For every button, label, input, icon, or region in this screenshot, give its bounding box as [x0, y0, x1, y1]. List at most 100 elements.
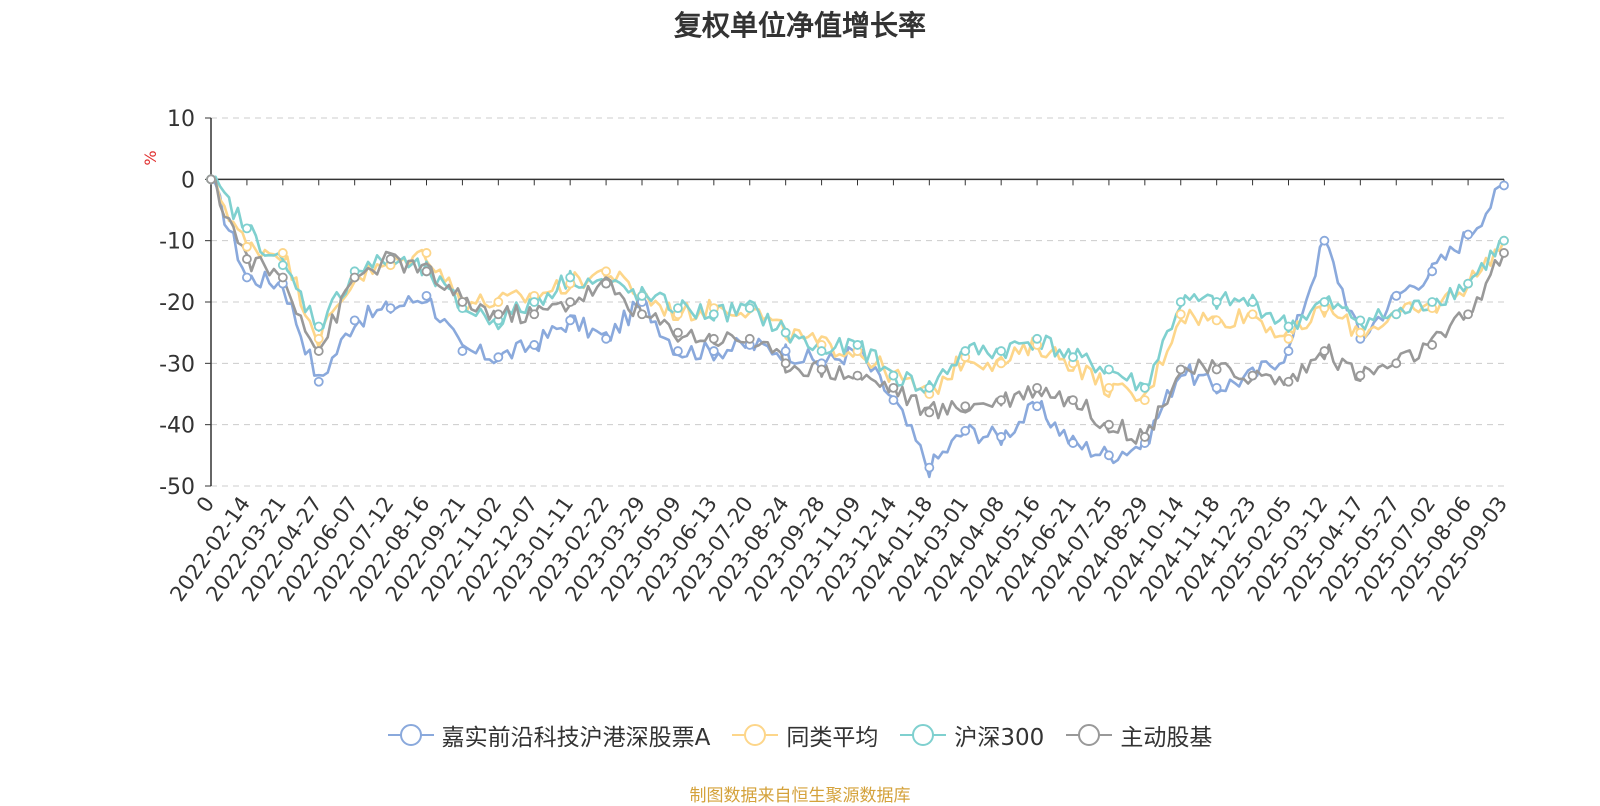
data-point	[1032, 401, 1042, 412]
data-point	[1463, 278, 1473, 289]
data-point	[457, 297, 468, 307]
legend-item-csi300[interactable]: 沪深300	[900, 718, 1044, 752]
data-point	[888, 395, 899, 406]
data-point	[1104, 450, 1114, 461]
data-point	[1068, 395, 1078, 406]
data-point	[852, 370, 863, 381]
data-point	[1427, 297, 1438, 307]
legend-marker-icon	[1066, 724, 1113, 746]
legend-marker-icon	[387, 724, 434, 746]
x-tick-label: 0	[192, 492, 219, 517]
series-lines	[206, 174, 1509, 479]
data-point	[1175, 297, 1186, 307]
data-point	[493, 297, 504, 307]
data-point	[313, 346, 324, 356]
data-point	[1319, 297, 1330, 307]
tick-labels: 100-10-20-30-40-50%02022-02-142022-03-21…	[141, 107, 1512, 606]
data-point	[242, 241, 252, 252]
data-point	[996, 358, 1007, 369]
data-point	[421, 266, 432, 277]
data-point	[385, 303, 396, 314]
data-point	[313, 321, 324, 332]
legend-label: 嘉实前沿科技沪港深股票A	[441, 725, 711, 751]
legend-item-active-equity[interactable]: 主动股基	[1066, 718, 1212, 752]
data-point	[1355, 327, 1366, 338]
data-point	[1104, 419, 1114, 430]
data-point	[1139, 395, 1150, 406]
data-point	[673, 303, 683, 314]
data-point	[1391, 309, 1402, 320]
data-point	[421, 290, 432, 301]
data-point	[673, 346, 683, 356]
data-point	[1283, 346, 1294, 356]
data-point	[242, 272, 252, 283]
y-tick-label: 0	[181, 168, 195, 193]
data-point	[1499, 235, 1509, 246]
data-point	[888, 370, 899, 381]
data-point	[1175, 309, 1186, 320]
data-point	[1319, 235, 1330, 246]
data-point	[924, 382, 935, 393]
data-point	[708, 346, 719, 356]
y-tick-label: -40	[159, 414, 195, 439]
data-point	[1283, 376, 1294, 387]
data-point	[1283, 333, 1294, 344]
data-point	[1211, 297, 1222, 307]
y-tick-label: -10	[159, 230, 195, 255]
chart-title: 复权单位净值增长率	[673, 9, 926, 42]
y-tick-label: -30	[159, 352, 195, 377]
data-point	[206, 174, 216, 185]
legend-marker-icon	[900, 724, 947, 746]
data-point	[565, 272, 576, 283]
data-point	[1427, 340, 1438, 350]
legend-label: 主动股基	[1120, 725, 1213, 751]
data-point	[1391, 290, 1402, 301]
data-point	[1283, 321, 1294, 332]
legend-label: 同类平均	[786, 725, 879, 751]
data-point	[1427, 266, 1438, 277]
data-point	[1391, 358, 1402, 369]
data-point	[1499, 180, 1509, 191]
y-tick-label: 10	[167, 107, 195, 132]
data-point	[888, 382, 899, 393]
data-point	[601, 266, 611, 277]
data-point	[924, 407, 935, 418]
data-point	[996, 395, 1007, 406]
data-point	[565, 297, 576, 307]
data-point	[1068, 438, 1078, 448]
data-point	[493, 352, 504, 363]
data-point	[1139, 382, 1150, 393]
data-point	[780, 327, 791, 338]
data-point	[1211, 382, 1222, 393]
data-point	[960, 401, 971, 412]
data-point	[637, 309, 647, 320]
data-point	[1247, 297, 1258, 307]
y-axis-label: %	[141, 150, 160, 165]
legend-item-peer-average[interactable]: 同类平均	[732, 718, 878, 752]
y-tick-label: -20	[159, 291, 195, 316]
legend-label: 沪深300	[954, 725, 1045, 751]
data-point	[1032, 333, 1042, 344]
y-tick-label: -50	[159, 475, 195, 500]
data-point	[529, 309, 540, 320]
data-point	[708, 333, 719, 344]
data-point	[313, 333, 324, 344]
data-point	[960, 425, 971, 436]
data-point	[277, 260, 288, 271]
data-point	[1355, 370, 1366, 381]
data-point	[1319, 346, 1330, 356]
data-point	[1463, 309, 1473, 320]
legend: 嘉实前沿科技沪港深股票A 同类平均 沪深300 主动股基	[0, 718, 1600, 752]
legend-marker-icon	[732, 724, 779, 746]
data-point	[1104, 364, 1114, 375]
line-chart: 100-10-20-30-40-50%02022-02-142022-03-21…	[141, 107, 1512, 606]
data-point	[1211, 315, 1222, 326]
data-point	[529, 297, 540, 307]
data-point	[349, 272, 360, 283]
data-point	[852, 340, 863, 350]
data-point	[780, 346, 791, 356]
data-point	[673, 327, 683, 338]
legend-item-fund[interactable]: 嘉实前沿科技沪港深股票A	[387, 718, 711, 752]
data-point	[816, 364, 827, 375]
source-note: 制图数据来自恒生聚源数据库	[689, 786, 911, 806]
